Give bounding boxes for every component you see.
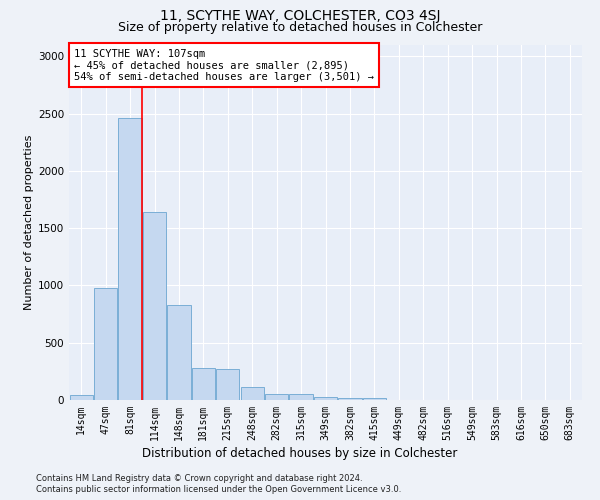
Bar <box>192 368 215 400</box>
Text: Contains HM Land Registry data © Crown copyright and database right 2024.: Contains HM Land Registry data © Crown c… <box>36 474 362 483</box>
Bar <box>289 394 313 400</box>
Bar <box>118 118 142 400</box>
Bar <box>265 394 288 400</box>
Y-axis label: Number of detached properties: Number of detached properties <box>24 135 34 310</box>
Text: Distribution of detached houses by size in Colchester: Distribution of detached houses by size … <box>142 448 458 460</box>
Bar <box>143 212 166 400</box>
Bar <box>94 288 117 400</box>
Text: Contains public sector information licensed under the Open Government Licence v3: Contains public sector information licen… <box>36 485 401 494</box>
Bar <box>167 305 191 400</box>
Text: 11, SCYTHE WAY, COLCHESTER, CO3 4SJ: 11, SCYTHE WAY, COLCHESTER, CO3 4SJ <box>160 9 440 23</box>
Bar <box>241 387 264 400</box>
Bar <box>363 398 386 400</box>
Text: Size of property relative to detached houses in Colchester: Size of property relative to detached ho… <box>118 21 482 34</box>
Bar <box>314 396 337 400</box>
Text: 11 SCYTHE WAY: 107sqm
← 45% of detached houses are smaller (2,895)
54% of semi-d: 11 SCYTHE WAY: 107sqm ← 45% of detached … <box>74 48 374 82</box>
Bar <box>70 395 93 400</box>
Bar <box>216 368 239 400</box>
Bar <box>338 398 362 400</box>
